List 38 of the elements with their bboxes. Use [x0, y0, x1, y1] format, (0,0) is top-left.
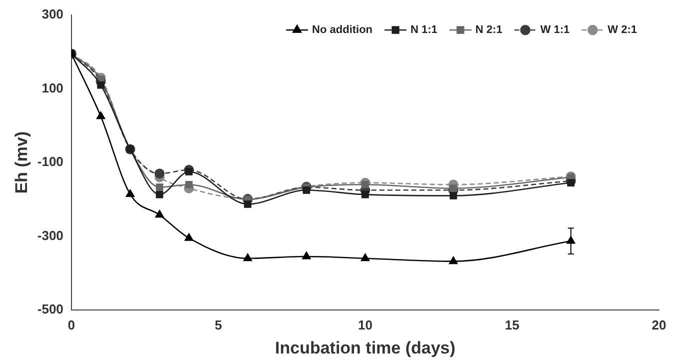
y-axis-title: Eh (mv) — [12, 131, 31, 194]
point — [156, 190, 164, 198]
point — [96, 111, 106, 120]
x-axis-title: Incubation time (days) — [275, 338, 456, 358]
point — [154, 168, 165, 179]
x-tick-label: 20 — [652, 317, 666, 332]
y-tick-label: 300 — [42, 6, 64, 22]
point — [97, 81, 104, 89]
point — [302, 252, 311, 260]
legend-label: W 1:1 — [540, 24, 570, 36]
point — [243, 253, 252, 262]
point — [184, 233, 194, 241]
point — [567, 179, 575, 186]
point — [302, 186, 310, 194]
y-tick-label: -300 — [37, 228, 64, 243]
point — [156, 184, 164, 191]
point — [185, 168, 193, 176]
point — [185, 180, 193, 188]
point — [155, 210, 164, 218]
point — [244, 200, 252, 208]
legend-label: N 2:1 — [475, 24, 502, 36]
point — [448, 256, 458, 264]
y-tick-label: -500 — [37, 302, 64, 317]
point — [450, 192, 458, 200]
x-tick-label: 5 — [214, 317, 222, 332]
point — [126, 189, 135, 197]
point — [362, 180, 369, 188]
x-tick-label: 15 — [504, 317, 520, 332]
x-tick-label: 0 — [68, 317, 76, 332]
legend-label: W 2:1 — [608, 24, 638, 36]
legend-label: N 1:1 — [410, 24, 438, 36]
y-tick-label: -100 — [37, 154, 64, 170]
point — [360, 253, 370, 262]
legend-label: No addition — [312, 24, 373, 36]
point — [362, 190, 369, 198]
x-tick-label: 10 — [358, 317, 372, 332]
point — [450, 184, 458, 192]
y-tick-label: 100 — [42, 80, 64, 96]
